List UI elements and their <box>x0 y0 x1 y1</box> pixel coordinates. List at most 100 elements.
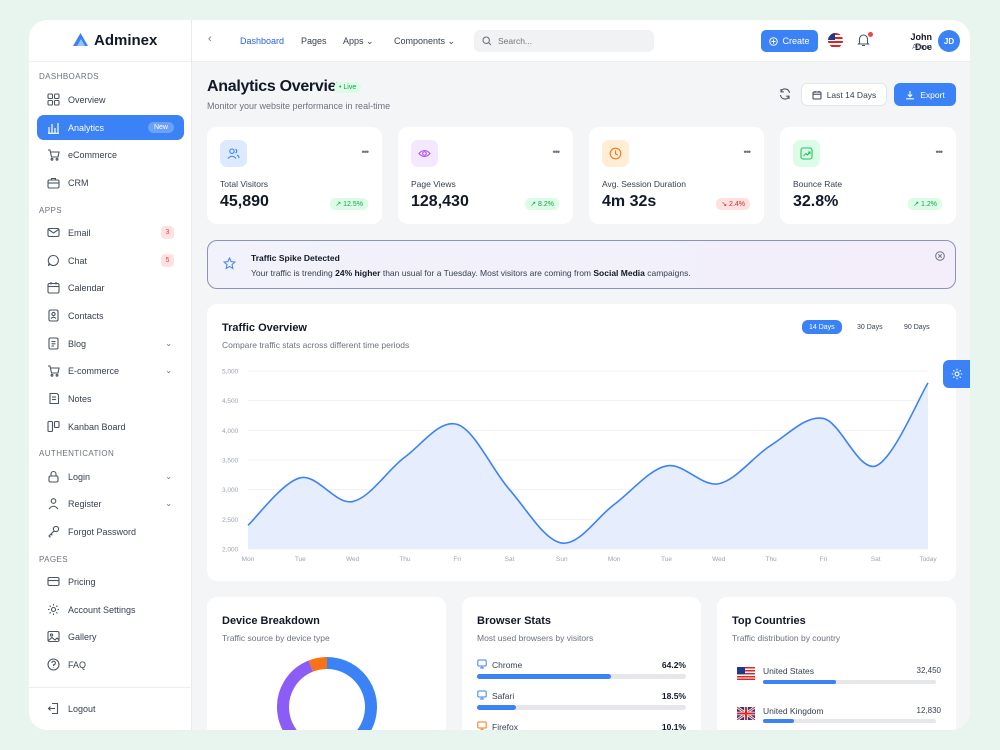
alert-text: than usual for a Tuesday. Most visitors … <box>380 268 594 278</box>
search-box[interactable] <box>474 30 654 52</box>
logout-button[interactable]: Logout <box>37 696 184 721</box>
sidebar-item-faq[interactable]: FAQ <box>37 652 184 677</box>
settings-icon <box>48 604 59 615</box>
section-authentication: Authentication <box>39 449 115 458</box>
country-name: United States <box>763 666 815 676</box>
y-tick-label: 4,500 <box>222 398 239 405</box>
more-icon[interactable]: ••• <box>935 147 944 157</box>
more-icon[interactable]: ••• <box>361 147 370 157</box>
topnav-dashboard[interactable]: Dashboard <box>240 36 285 46</box>
key-icon <box>48 525 60 538</box>
cart-icon <box>48 149 60 161</box>
date-range-button[interactable]: Last 14 Days <box>801 83 887 106</box>
sidebar-item-overview[interactable]: Overview <box>37 87 184 112</box>
topnav-pages[interactable]: Pages <box>301 36 327 46</box>
traffic-line <box>247 382 929 544</box>
sidebar-item-gallery[interactable]: Gallery <box>37 624 184 649</box>
app-frame: Adminex Dashboards Overview Analytics Ne… <box>29 20 970 730</box>
sidebar-item-login[interactable]: Login ⌄ <box>37 464 184 489</box>
sidebar-item-kanban-board[interactable]: Kanban Board <box>37 414 184 439</box>
user-name: John Doe <box>910 32 933 52</box>
search-icon <box>482 36 492 46</box>
star-icon <box>223 257 236 270</box>
stat-value: 32.8% <box>793 193 839 210</box>
sidebar-item-ecommerce[interactable]: eCommerce <box>37 142 184 167</box>
sidebar-item-label: Forgot Password <box>68 526 137 537</box>
more-icon[interactable]: ••• <box>552 147 561 157</box>
stat-value: 4m 32s <box>602 193 657 210</box>
traffic-chart: 2,000 2,500 3,000 3,500 4,000 4,500 5,000 Mon Tu… <box>222 369 937 564</box>
chevron-down-icon: ⌄ <box>165 339 172 348</box>
stat-label: Page Views <box>411 179 456 189</box>
avatar[interactable]: JD <box>938 30 960 52</box>
cart-icon <box>48 365 60 377</box>
x-tick-label: Fri <box>820 556 828 563</box>
sidebar-item-calendar[interactable]: Calendar <box>37 275 184 300</box>
x-tick-label: Thu <box>399 556 411 563</box>
stat-card-page-views[interactable]: ••• Page Views 128,430 ↗ 8.2% <box>398 127 573 224</box>
new-badge: New <box>147 122 174 133</box>
sidebar-item-register[interactable]: Register ⌄ <box>37 491 184 516</box>
create-button[interactable]: Create <box>761 30 818 52</box>
sidebar-item-label: Blog <box>68 338 87 349</box>
close-icon[interactable] <box>935 251 945 261</box>
sidebar-item-email[interactable]: Email 3 <box>37 220 184 245</box>
sidebar-item-blog[interactable]: Blog ⌄ <box>37 331 184 356</box>
y-tick-label: 4,000 <box>222 428 239 435</box>
sidebar-item-label: FAQ <box>68 659 87 670</box>
topnav-components[interactable]: Components ⌄ <box>394 36 455 47</box>
stat-label: Bounce Rate <box>793 179 843 189</box>
refresh-icon[interactable] <box>779 88 791 100</box>
y-tick-label: 3,500 <box>222 458 239 465</box>
export-label: Export <box>920 89 945 100</box>
live-badge: • Live <box>334 82 362 93</box>
us-flag-icon[interactable] <box>828 33 843 48</box>
stat-label: Avg. Session Duration <box>602 179 686 189</box>
chevron-down-icon: ⌄ <box>447 36 456 46</box>
collapse-sidebar-icon[interactable]: ‹ <box>208 33 212 45</box>
sidebar-item-contacts[interactable]: Contacts <box>37 303 184 328</box>
browser-share: 64.2% <box>661 660 686 670</box>
page-subtitle: Monitor your website performance in real… <box>207 101 391 111</box>
sidebar-item-chat[interactable]: Chat 5 <box>37 248 184 273</box>
sidebar-item-account-settings[interactable]: Account Settings <box>37 597 184 622</box>
y-tick-label: 2,000 <box>222 547 239 554</box>
plus-circle-icon <box>769 36 779 46</box>
tab-14-days[interactable]: 14 Days <box>802 320 842 334</box>
trend-icon <box>793 140 820 167</box>
sidebar-item-crm[interactable]: CRM <box>37 170 184 195</box>
card-subtitle: Most used browsers by visitors <box>477 633 594 643</box>
sidebar-item-pricing[interactable]: Pricing <box>37 569 184 594</box>
sidebar-item-label: Contacts <box>68 310 104 321</box>
uk-flag-icon <box>737 707 755 720</box>
sidebar-item-e-commerce[interactable]: E-commerce ⌄ <box>37 358 184 383</box>
donut-segment <box>326 657 377 730</box>
lock-icon <box>48 470 59 483</box>
customizer-button[interactable] <box>943 360 970 388</box>
tab-30-days[interactable]: 30 Days <box>857 323 883 331</box>
monitor-icon <box>477 721 487 730</box>
card-subtitle: Traffic source by device type <box>222 633 330 643</box>
search-input[interactable] <box>498 36 638 46</box>
tab-90-days[interactable]: 90 Days <box>904 323 930 331</box>
stat-change-badge: ↗ 12.5% <box>330 198 368 210</box>
stat-card-total-visitors[interactable]: ••• Total Visitors 45,890 ↗ 12.5% <box>207 127 382 224</box>
sidebar-item-label: Chat <box>68 255 88 266</box>
create-label: Create <box>782 36 810 46</box>
bell-icon[interactable] <box>857 33 870 47</box>
more-icon[interactable]: ••• <box>743 147 752 157</box>
export-button[interactable]: Export <box>894 83 956 106</box>
sidebar-item-forgot-password[interactable]: Forgot Password <box>37 519 184 544</box>
stat-card-avg-session[interactable]: ••• Avg. Session Duration 4m 32s ↘ 2.4% <box>589 127 764 224</box>
sidebar-item-analytics[interactable]: Analytics New <box>37 115 184 140</box>
alert-text: Your traffic is trending <box>251 268 336 278</box>
topnav-apps[interactable]: Apps ⌄ <box>343 36 374 47</box>
stat-card-bounce-rate[interactable]: ••• Bounce Rate 32.8% ↗ 1.2% <box>780 127 956 224</box>
document-icon <box>48 337 59 350</box>
brand[interactable]: Adminex <box>29 20 191 62</box>
card-title: Top Countries <box>732 615 806 627</box>
sidebar-item-notes[interactable]: Notes <box>37 386 184 411</box>
topbar: ‹ Dashboard Pages Apps ⌄ Components ⌄ Cr… <box>192 20 970 62</box>
chevron-down-icon: ⌄ <box>165 472 172 481</box>
x-tick-label: Fri <box>453 556 461 563</box>
